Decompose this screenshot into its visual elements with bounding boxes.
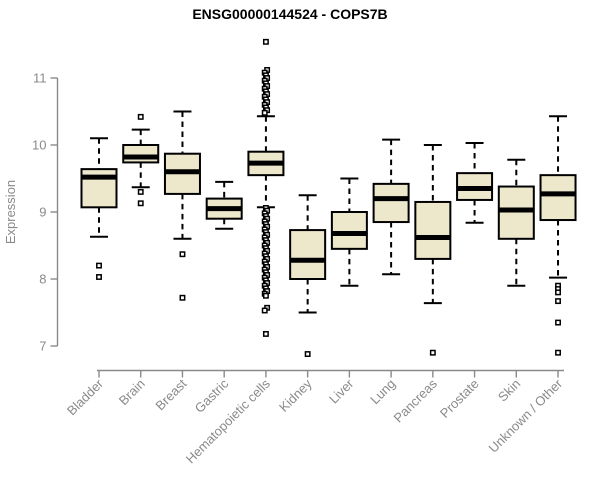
outlier-point — [555, 289, 561, 296]
chart-title: ENSG00000144524 - COPS7B — [192, 6, 387, 22]
x-tick-label-unknown-other: Unknown / Other — [486, 376, 566, 456]
outlier-point — [304, 351, 311, 357]
outlier-point — [262, 292, 269, 299]
outlier-point — [555, 298, 561, 305]
x-tick-label-breast: Breast — [152, 376, 189, 413]
y-tick-label: 9 — [39, 205, 46, 220]
y-tick-label: 8 — [39, 272, 46, 287]
iqr-box — [330, 211, 368, 250]
plot-area — [80, 38, 577, 357]
x-tick-label-kidney: Kidney — [276, 376, 315, 415]
boxplot-brain — [122, 113, 160, 207]
x-tick-label-pancreas: Pancreas — [391, 376, 441, 426]
outlier-point — [429, 349, 436, 356]
iqr-box — [414, 200, 452, 260]
boxplot-pancreas — [414, 144, 452, 356]
outlier-point — [137, 200, 144, 207]
x-tick-label-prostate: Prostate — [437, 376, 482, 421]
outlier-point — [179, 251, 186, 258]
boxplot-skin — [497, 158, 535, 287]
boxplot-unknown-other — [539, 115, 577, 356]
boxplot-gastric — [205, 180, 243, 230]
iqr-box — [539, 174, 577, 222]
y-tick-label: 11 — [33, 71, 47, 86]
x-tick-label-bladder: Bladder — [64, 376, 107, 419]
boxplot-prostate — [456, 141, 494, 224]
outlier-point — [261, 307, 268, 314]
iqr-box — [497, 185, 535, 240]
x-tick-label-brain: Brain — [116, 376, 148, 408]
boxplot-liver — [330, 177, 368, 287]
outlier-point — [137, 113, 144, 120]
boxplot-bladder — [80, 137, 118, 280]
iqr-box — [372, 182, 410, 224]
y-tick-label: 10 — [32, 138, 46, 153]
outlier-point — [262, 330, 269, 337]
outlier-point — [261, 109, 268, 116]
boxplot-breast — [163, 110, 201, 301]
outlier-point — [555, 319, 561, 326]
outlier-point — [555, 349, 561, 356]
x-tick-label-lung: Lung — [367, 376, 398, 407]
x-tick-label-liver: Liver — [326, 376, 357, 407]
outlier-point — [262, 38, 269, 45]
x-tick-label-skin: Skin — [495, 376, 523, 404]
boxplot-hematopoietic-cells — [247, 38, 285, 337]
x-tick-label-gastric: Gastric — [192, 376, 232, 416]
iqr-box — [122, 144, 160, 164]
boxplot-lung — [372, 138, 410, 276]
boxplot-kidney — [289, 194, 327, 357]
y-axis: 7 8 9 10 11 — [32, 71, 59, 354]
outlier-point — [179, 294, 186, 301]
y-axis-title: Expression — [3, 180, 18, 244]
y-tick-label: 7 — [39, 339, 46, 354]
outlier-point — [96, 262, 102, 269]
iqr-box — [289, 229, 327, 280]
outlier-point — [137, 188, 144, 195]
outlier-point — [96, 274, 102, 280]
